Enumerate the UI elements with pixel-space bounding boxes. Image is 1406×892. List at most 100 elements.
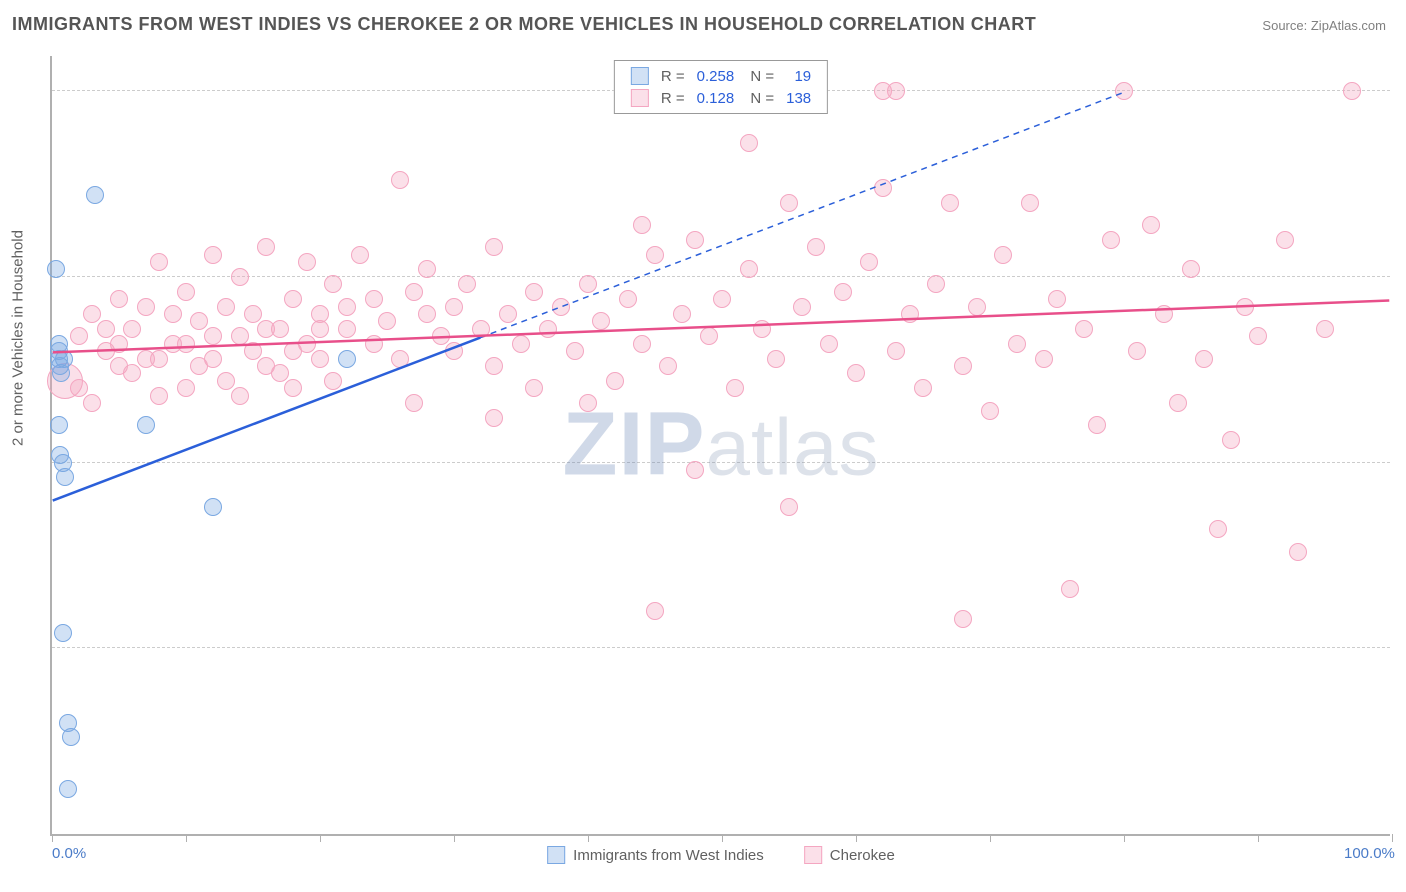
data-point [1222,431,1240,449]
data-point [257,238,275,256]
data-point [1249,327,1267,345]
data-point [512,335,530,353]
data-point [55,350,73,368]
data-point [1276,231,1294,249]
data-point [1102,231,1120,249]
data-point [190,357,208,375]
data-point [834,283,852,301]
data-point [97,320,115,338]
data-point [365,335,383,353]
x-tick-label: 100.0% [1344,845,1395,862]
data-point [847,364,865,382]
x-tick [722,834,723,842]
data-point [1128,342,1146,360]
data-point [70,327,88,345]
data-point [445,298,463,316]
n-value-west-indies: 19 [780,65,817,87]
data-point [137,298,155,316]
data-point [365,290,383,308]
data-point [391,350,409,368]
trend-lines [52,56,1390,834]
data-point [1316,320,1334,338]
data-point [713,290,731,308]
legend-swatch-icon [547,846,565,864]
x-tick [52,834,53,842]
source-link[interactable]: ZipAtlas.com [1311,18,1386,33]
x-tick [320,834,321,842]
stats-legend: R =0.258 N =19 R =0.128 N =138 [614,60,828,114]
data-point [1182,260,1200,278]
data-point [231,327,249,345]
data-point [110,290,128,308]
data-point [807,238,825,256]
data-point [150,253,168,271]
data-point [164,335,182,353]
data-point [914,379,932,397]
y-axis-title: 2 or more Vehicles in Household [10,230,27,446]
data-point [673,305,691,323]
data-point [324,372,342,390]
data-point [164,305,182,323]
data-point [271,364,289,382]
data-point [137,350,155,368]
data-point [954,357,972,375]
data-point [204,498,222,516]
data-point [485,409,503,427]
data-point [646,602,664,620]
data-point [351,246,369,264]
data-point [137,416,155,434]
data-point [244,342,262,360]
data-point [740,134,758,152]
data-point [874,179,892,197]
data-point [981,402,999,420]
data-point [284,290,302,308]
data-point [1169,394,1187,412]
n-value-cherokee: 138 [780,87,817,109]
data-point [525,283,543,301]
data-point [150,387,168,405]
data-point [324,275,342,293]
legend-item-cherokee: Cherokee [804,846,895,864]
data-point [177,379,195,397]
data-point [659,357,677,375]
data-point [887,342,905,360]
data-point [458,275,476,293]
data-point [740,260,758,278]
data-point [70,379,88,397]
x-tick [856,834,857,842]
data-point [767,350,785,368]
data-point [1142,216,1160,234]
watermark-atlas: atlas [706,403,880,492]
gridline [52,647,1390,648]
data-point [418,260,436,278]
data-point [405,283,423,301]
data-point [177,283,195,301]
data-point [445,342,463,360]
x-tick [588,834,589,842]
data-point [54,624,72,642]
source-label: Source: [1262,18,1307,33]
stats-row-west-indies: R =0.258 N =19 [625,65,817,87]
data-point [86,186,104,204]
data-point [994,246,1012,264]
x-tick [454,834,455,842]
data-point [927,275,945,293]
data-point [338,298,356,316]
legend-item-west-indies: Immigrants from West Indies [547,846,764,864]
data-point [646,246,664,264]
r-value-cherokee: 0.128 [691,87,741,109]
data-point [968,298,986,316]
data-point [579,275,597,293]
data-point [298,253,316,271]
data-point [50,416,68,434]
data-point [59,780,77,798]
stats-row-cherokee: R =0.128 N =138 [625,87,817,109]
data-point [700,327,718,345]
x-tick [186,834,187,842]
data-point [686,231,704,249]
r-value-west-indies: 0.258 [691,65,741,87]
correlation-chart: IMMIGRANTS FROM WEST INDIES VS CHEROKEE … [0,0,1406,892]
data-point [418,305,436,323]
watermark: ZIPatlas [563,394,880,497]
data-point [1008,335,1026,353]
